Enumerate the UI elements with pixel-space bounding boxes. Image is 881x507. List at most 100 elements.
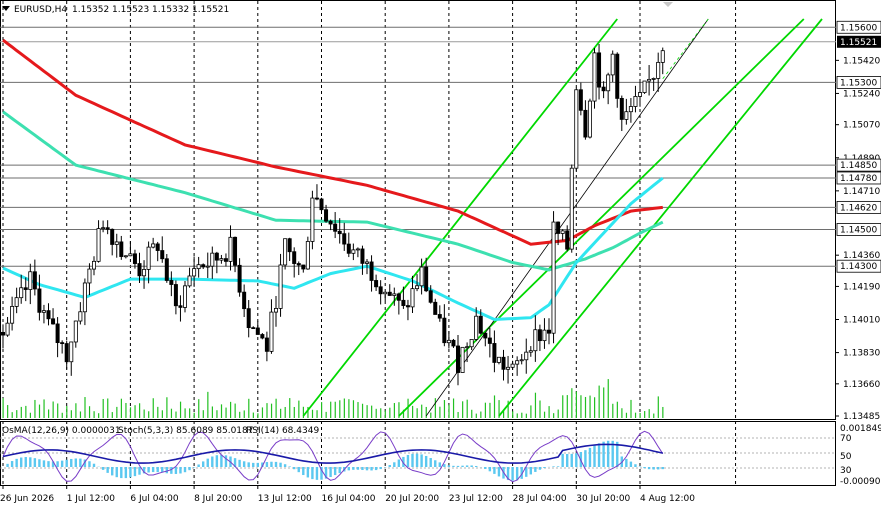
candle [556,221,561,246]
candle [346,232,351,258]
candle-body [310,197,315,242]
scroll-shift-triangle-icon[interactable] [663,2,673,7]
candle [123,255,128,259]
candle-body [446,339,451,344]
candle [246,300,251,338]
osma-bar [147,467,150,473]
candle [41,304,46,324]
candle [560,229,565,241]
candle [169,271,174,297]
osma-bar [456,465,460,467]
candle [46,303,51,326]
osma-bar [443,464,446,467]
candle-body [451,339,456,347]
level-tag [836,76,881,89]
volume-bar [566,395,568,418]
candle-body [556,221,561,234]
candle [5,316,10,337]
time-label: 4 Aug 12:00 [640,494,695,504]
volume-bar [584,396,587,418]
time-label: 16 Jul 04:00 [322,494,376,504]
candle-body [647,78,652,82]
time-label: 23 Jul 12:00 [449,494,503,504]
candle [364,258,369,275]
level-tag [836,171,881,185]
osma-bar [424,455,428,467]
osma-bar [625,458,628,467]
osma-bar [211,456,214,467]
osma-bar [92,463,96,467]
candle-body [23,287,28,290]
osma-bar [88,461,91,467]
candle-body [346,243,351,254]
volume-bar [161,410,163,418]
candle-body [296,263,301,266]
time-label: 26 Jun 2026 [0,494,54,504]
candle-body [314,197,319,200]
time-label: 30 Jul 20:00 [576,494,630,504]
candle [128,241,133,257]
chart-menu-triangle-icon[interactable] [2,6,10,11]
candle [433,298,438,315]
volume-bar [61,412,63,418]
candle-body [460,346,465,373]
candle-body [105,227,110,230]
osma-bar [297,467,300,473]
candle [515,356,520,376]
rsi-label: RSI(14) 68.4349 [246,426,319,436]
osma-bar [525,467,528,477]
candle-body [565,230,570,250]
osma-bar [106,467,109,473]
volume-bar [571,388,573,418]
rsi-line [2,443,663,464]
osma-bar [475,465,478,467]
candle [228,225,233,271]
osma-label: OsMA(12,26,9) 0.0000031 [2,426,121,436]
close-value: 1.15521 [192,5,229,15]
volume-bar [603,387,605,418]
channel-lines [302,18,823,417]
volume-bar [402,409,405,418]
osma-bar [170,467,173,474]
osma-bar [24,457,27,467]
osma-bar [543,467,546,468]
level-label: 1.14780 [840,174,877,184]
volume-bar [321,402,323,418]
candle-body [633,96,638,107]
osma-bar [161,467,164,473]
candle-body [210,252,215,267]
volume-bar [507,400,509,418]
level-label: 1.15600 [840,23,877,33]
volume-bar [129,407,132,418]
candle-body [342,233,347,245]
volume-bar [75,403,77,418]
volume-bar [284,406,286,418]
volume-bar [289,398,291,418]
candle [374,274,379,291]
candle [155,241,160,262]
candle-body [624,111,629,120]
osma-bar [183,467,187,473]
volume-bar [543,411,546,418]
candle-body [487,337,492,344]
osma-bar [202,461,205,467]
candle-body [223,258,228,262]
volume-bar [2,398,4,418]
candle [474,307,479,342]
candle-body [137,263,142,277]
volume-bar [516,413,518,418]
price-label: 1.14360 [843,251,880,261]
candle-body [64,343,69,363]
candle [519,354,524,365]
volume-bar [512,411,514,418]
volume-bar [157,406,159,418]
candle [314,184,319,201]
volume-bar [298,400,300,418]
candle [424,257,429,293]
channel-lower [498,18,823,417]
candle [310,190,315,250]
volume-bar [38,404,41,418]
osma-bar [133,467,137,477]
candle-body [164,258,169,281]
volume-bar [189,408,191,418]
